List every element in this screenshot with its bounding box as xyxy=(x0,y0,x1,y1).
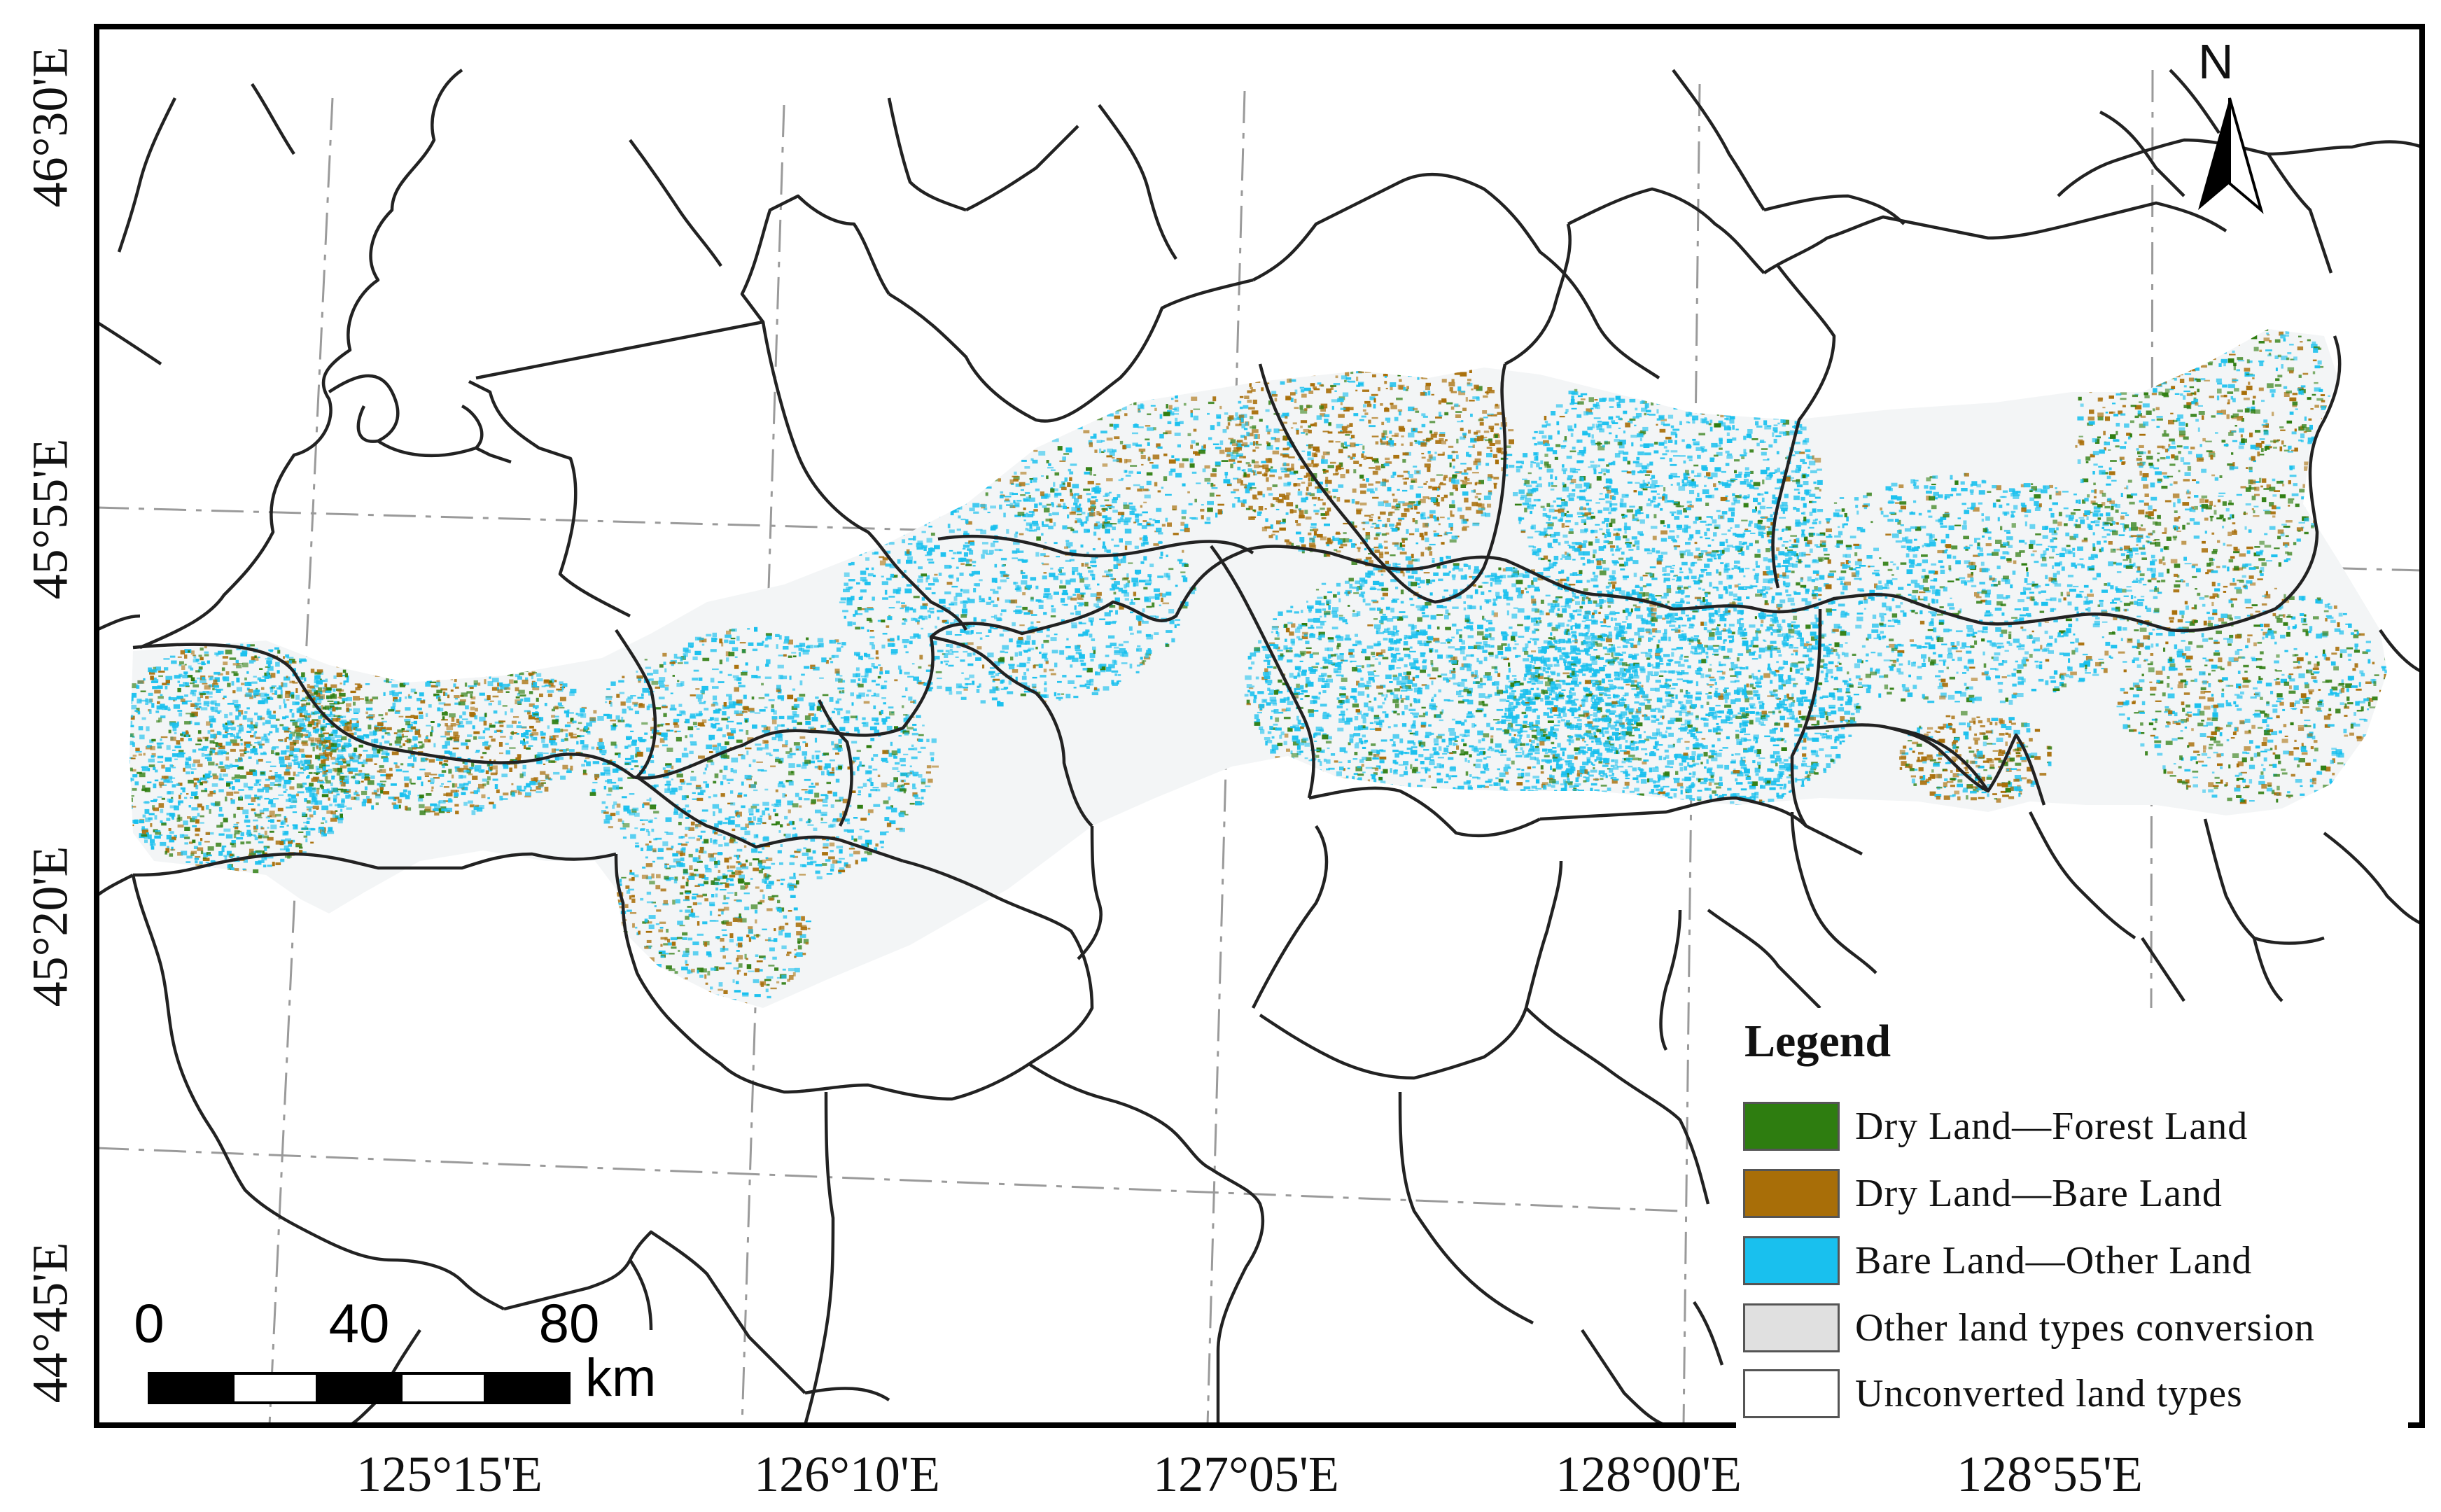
longitude-label: 127°05'E xyxy=(1153,1446,1339,1502)
latitude-label: 45°55'E xyxy=(22,438,78,600)
scale-tick-0: 0 xyxy=(134,1292,165,1354)
legend-swatch xyxy=(1743,1102,1840,1151)
legend: Legend Dry Land—Forest Land Dry Land—Bar… xyxy=(1736,1008,2408,1428)
legend-label: Unconverted land types xyxy=(1855,1372,2243,1415)
legend-swatch xyxy=(1743,1169,1840,1218)
scale-unit: km xyxy=(585,1348,657,1408)
legend-label: Bare Land—Other Land xyxy=(1855,1239,2253,1282)
legend-swatch xyxy=(1743,1369,1840,1418)
legend-item-dry-bare: Dry Land—Bare Land xyxy=(1743,1166,2223,1221)
legend-label: Other land types conversion xyxy=(1855,1306,2315,1350)
north-arrow-label: N xyxy=(2198,34,2234,89)
longitude-label: 128°00'E xyxy=(1555,1446,1742,1502)
longitude-label: 125°15'E xyxy=(356,1446,543,1502)
legend-label: Dry Land—Bare Land xyxy=(1855,1172,2223,1215)
longitude-label: 126°10'E xyxy=(754,1446,940,1502)
longitude-label: 128°55'E xyxy=(1957,1446,2143,1502)
legend-swatch xyxy=(1743,1236,1840,1285)
legend-item-bare-other: Bare Land—Other Land xyxy=(1743,1233,2252,1288)
legend-item-dry-forest: Dry Land—Forest Land xyxy=(1743,1099,2248,1154)
scale-tick-40: 40 xyxy=(328,1292,390,1354)
legend-swatch xyxy=(1743,1303,1840,1352)
scale-tick-80: 80 xyxy=(538,1292,600,1354)
map-frame xyxy=(94,24,2425,1428)
legend-item-other-conversion: Other land types conversion xyxy=(1743,1301,2315,1355)
north-arrow-icon xyxy=(2198,97,2264,214)
scale-bar xyxy=(148,1372,571,1404)
legend-label: Dry Land—Forest Land xyxy=(1855,1105,2248,1148)
legend-item-unconverted: Unconverted land types xyxy=(1743,1366,2243,1421)
legend-title: Legend xyxy=(1744,1016,1891,1067)
administrative-boundaries xyxy=(97,69,2422,1425)
latitude-label: 46°30'E xyxy=(22,46,78,208)
latitude-label: 44°45'E xyxy=(22,1242,78,1404)
latitude-label: 45°20'E xyxy=(22,846,78,1007)
